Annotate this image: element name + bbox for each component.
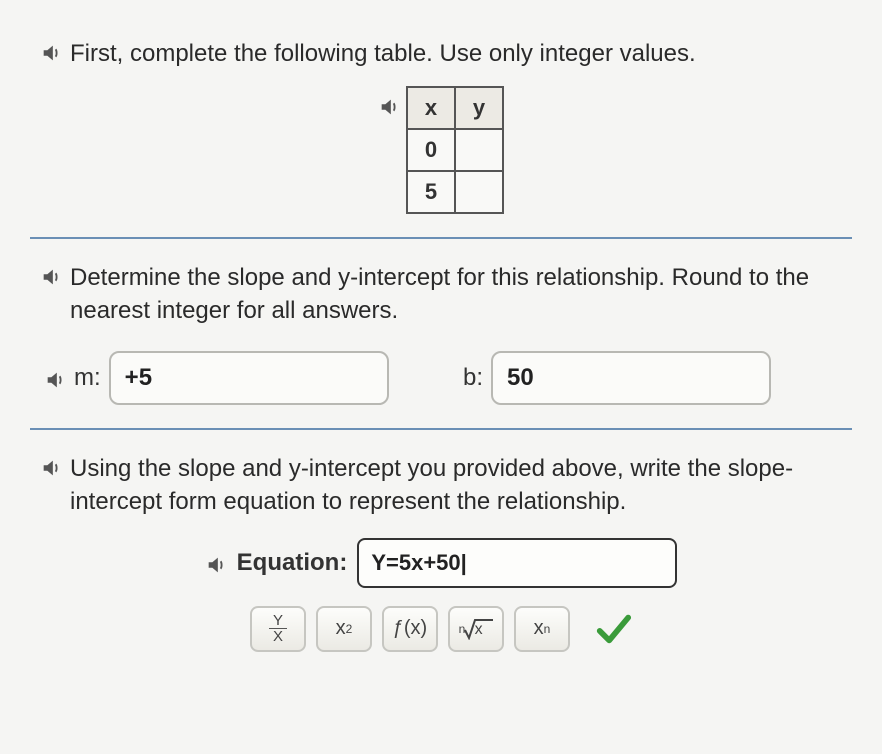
m-input[interactable]: +5 [109,351,389,405]
tool-nth-root[interactable]: n x [448,606,504,652]
divider [30,428,852,430]
tool-function[interactable]: ƒ(x) [382,606,438,652]
sub-index: n [544,622,551,636]
divider [30,237,852,239]
b-label: b: [463,364,483,392]
power-base: x [336,617,346,640]
b-input[interactable]: 50 [491,351,771,405]
section-equation: Using the slope and y-intercept you prov… [30,435,852,670]
table-cell-input[interactable] [455,171,503,213]
prompt-row-2: Determine the slope and y-intercept for … [40,262,842,327]
table-wrap: x y 0 5 [40,86,842,214]
speaker-icon[interactable] [44,369,66,391]
prompt-row-1: First, complete the following table. Use… [40,38,842,70]
speaker-icon[interactable] [205,554,227,576]
frac-den: X [269,629,287,644]
sub-base: x [534,617,544,640]
tool-power[interactable]: x2 [316,606,372,652]
prompt-text-1: First, complete the following table. Use… [70,38,696,70]
table-cell: 5 [407,171,455,213]
field-group-m: m: +5 [44,351,423,405]
root-radicand: x [475,621,483,639]
speaker-icon[interactable] [40,457,62,479]
table-header-x: x [407,87,455,129]
section-table: First, complete the following table. Use… [30,20,852,232]
equation-label: Equation: [237,549,348,577]
table-row: 5 [407,171,503,213]
prompt-text-3: Using the slope and y-intercept you prov… [70,453,842,518]
table-row: 0 [407,129,503,171]
equation-input[interactable]: Y=5x+50| [357,538,677,588]
check-icon[interactable] [594,610,632,648]
tool-fraction[interactable]: Y X [250,606,306,652]
table-cell: 0 [407,129,455,171]
inputs-row: m: +5 b: 50 [40,351,842,405]
table-cell-input[interactable] [455,129,503,171]
math-toolbar: Y X x2 ƒ(x) n x xn [40,606,842,652]
speaker-icon[interactable] [40,42,62,64]
prompt-text-2: Determine the slope and y-intercept for … [70,262,842,327]
equation-row: Equation: Y=5x+50| [40,538,842,588]
tool-subscript[interactable]: xn [514,606,570,652]
prompt-row-3: Using the slope and y-intercept you prov… [40,453,842,518]
xy-table: x y 0 5 [406,86,504,214]
speaker-icon[interactable] [378,96,400,118]
func-label: ƒ(x) [393,617,427,640]
frac-num: Y [269,613,287,629]
table-header-y: y [455,87,503,129]
field-group-b: b: 50 [463,351,842,405]
power-exp: 2 [346,622,353,636]
m-label: m: [74,364,101,392]
section-slope: Determine the slope and y-intercept for … [30,244,852,423]
speaker-icon[interactable] [40,266,62,288]
